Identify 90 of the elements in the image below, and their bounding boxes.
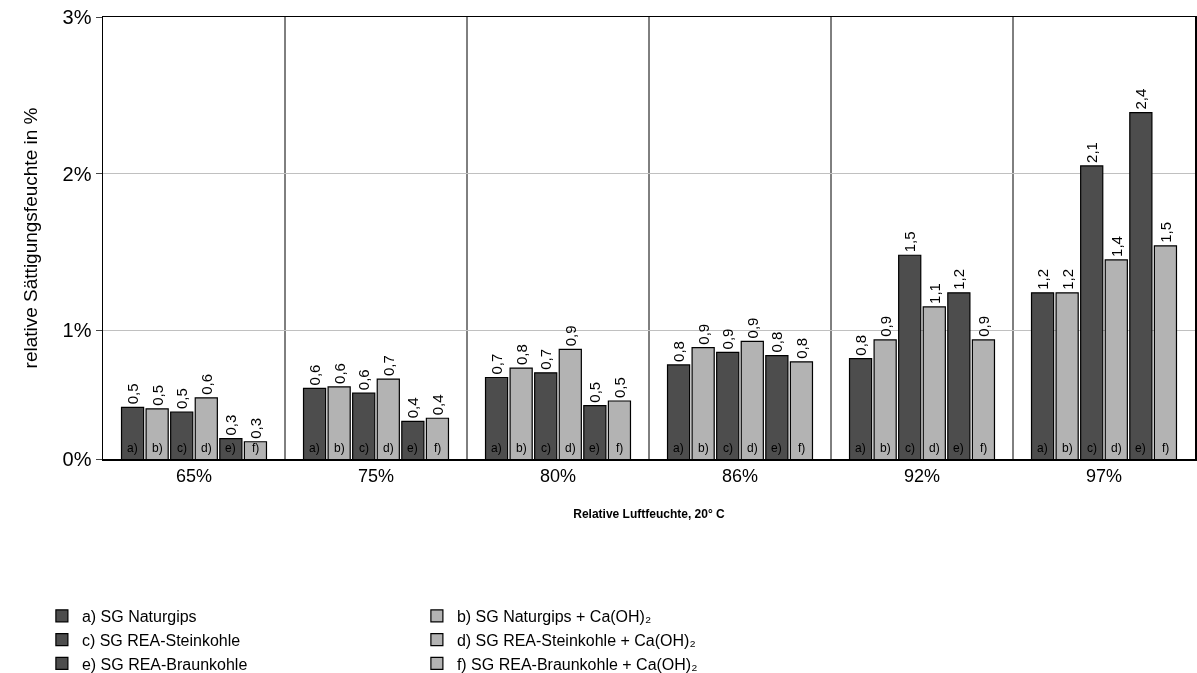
legend-label: c) SG REA-Steinkohle bbox=[81, 631, 241, 649]
text: b) bbox=[698, 441, 709, 455]
data-label: 2,1 bbox=[1083, 142, 1101, 163]
text: e) bbox=[953, 441, 964, 455]
data-label: 0,8 bbox=[852, 334, 870, 356]
data-label: 0,6 bbox=[306, 364, 324, 386]
text: d) bbox=[565, 441, 576, 455]
x-tick-label: 80% bbox=[539, 466, 577, 487]
data-label: 1,4 bbox=[1107, 236, 1125, 257]
data-label: 0,7 bbox=[379, 355, 397, 377]
text: b) bbox=[516, 441, 527, 455]
y-tick-label: 2% bbox=[62, 162, 92, 185]
annotation: e) bbox=[225, 441, 236, 455]
y-tick-label: 3% bbox=[62, 6, 92, 28]
annotation: a) bbox=[127, 441, 138, 455]
annotation: d) bbox=[201, 441, 212, 455]
text: a) bbox=[491, 441, 502, 455]
text: f) bbox=[798, 441, 806, 455]
text: c) bbox=[541, 441, 551, 455]
text: a) bbox=[855, 441, 866, 455]
text: b) bbox=[1062, 441, 1073, 455]
text: e) bbox=[771, 441, 782, 455]
data-label: 0,9 bbox=[743, 317, 761, 339]
data-label: 0,8 bbox=[512, 344, 530, 366]
data-label: 0,5 bbox=[586, 381, 604, 403]
x-axis-title: Relative Luftfeuchte, 20° C bbox=[573, 506, 726, 521]
data-label: 0,6 bbox=[355, 369, 373, 391]
x-tick-label: 75% bbox=[357, 466, 395, 487]
data-label: 0,4 bbox=[404, 397, 422, 419]
text: c) bbox=[1087, 441, 1097, 455]
text: f) bbox=[434, 441, 442, 455]
text: a) bbox=[309, 441, 320, 455]
data-label: 1,5 bbox=[1156, 221, 1174, 243]
y-tick-label: 1% bbox=[62, 319, 92, 342]
text: f) bbox=[616, 441, 624, 455]
data-label: 1,5 bbox=[901, 231, 919, 253]
data-label: 0,5 bbox=[124, 383, 142, 405]
y-axis-title: relative Sättigungsfeuchte in % bbox=[19, 107, 41, 369]
data-label: 0,9 bbox=[561, 325, 579, 347]
text: b) bbox=[880, 441, 891, 455]
text: e) bbox=[1135, 441, 1146, 455]
data-label: 0,9 bbox=[694, 323, 712, 345]
x-tick-label: 97% bbox=[1085, 466, 1123, 487]
data-label: 0,9 bbox=[876, 316, 894, 337]
text: e) bbox=[589, 441, 600, 455]
data-label: 0,8 bbox=[768, 331, 786, 353]
data-label: 0,3 bbox=[246, 417, 264, 439]
data-label: 0,4 bbox=[428, 394, 446, 416]
x-tick-label: 86% bbox=[721, 466, 759, 487]
x-tick-label: 65% bbox=[175, 466, 213, 487]
data-label: 0,8 bbox=[792, 337, 810, 359]
legend-label: d) SG REA-Steinkohle + Ca(OH)₂ bbox=[456, 631, 696, 649]
annotation: c) bbox=[177, 441, 187, 455]
data-label: 0,8 bbox=[670, 341, 688, 362]
annotation: b) bbox=[152, 441, 163, 455]
data-label: 0,5 bbox=[148, 384, 166, 406]
text: b) bbox=[334, 441, 345, 455]
legend-label: e) SG REA-Braunkohle bbox=[81, 655, 248, 673]
legend-label: a) SG Naturgips bbox=[81, 608, 197, 626]
data-label: 0,9 bbox=[719, 328, 737, 350]
y-tick-label: 0% bbox=[62, 448, 92, 470]
data-label: 1,1 bbox=[925, 283, 943, 304]
data-label: 1,2 bbox=[950, 269, 968, 290]
text: d) bbox=[1111, 441, 1122, 455]
text: a) bbox=[1037, 441, 1048, 455]
data-label: 0,7 bbox=[488, 353, 506, 375]
text: f) bbox=[980, 441, 988, 455]
text: d) bbox=[929, 441, 940, 455]
data-label: 0,5 bbox=[610, 377, 628, 399]
data-label: 1,2 bbox=[1058, 269, 1076, 290]
text: c) bbox=[359, 441, 369, 455]
annotation: f) bbox=[252, 441, 260, 455]
data-label: 0,5 bbox=[173, 388, 191, 409]
data-label: 0,9 bbox=[974, 316, 992, 337]
text: a) bbox=[673, 441, 684, 455]
data-label: 0,6 bbox=[330, 363, 348, 384]
text: c) bbox=[723, 441, 733, 455]
text: d) bbox=[383, 441, 394, 455]
data-label: 1,2 bbox=[1034, 269, 1052, 290]
data-label: 0,7 bbox=[537, 348, 555, 370]
data-label: 0,3 bbox=[222, 414, 240, 436]
text: d) bbox=[747, 441, 758, 455]
legend-label: b) SG Naturgips + Ca(OH)₂ bbox=[456, 608, 652, 626]
x-tick-label: 92% bbox=[903, 466, 941, 487]
text: f) bbox=[1162, 441, 1170, 455]
text: e) bbox=[407, 441, 418, 455]
data-label: 2,4 bbox=[1132, 88, 1150, 110]
data-label: 0,6 bbox=[197, 374, 215, 395]
legend-label: f) SG REA-Braunkohle + Ca(OH)₂ bbox=[456, 655, 698, 673]
text: c) bbox=[905, 441, 915, 455]
